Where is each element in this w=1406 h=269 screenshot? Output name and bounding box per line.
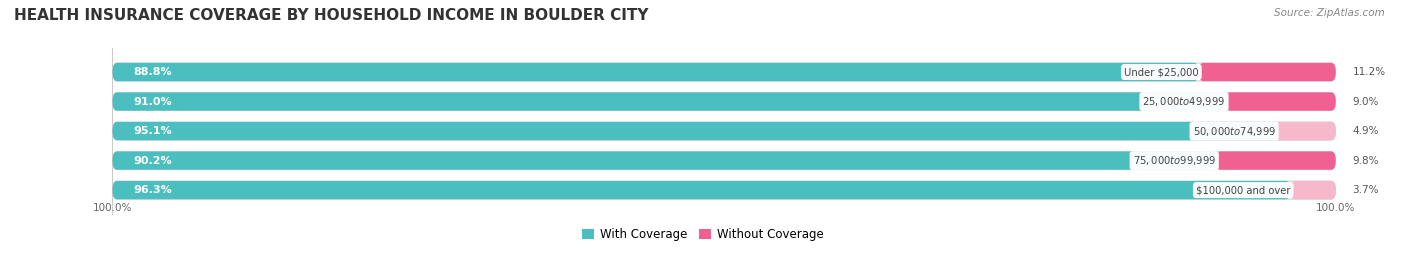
FancyBboxPatch shape [112,151,1336,170]
FancyBboxPatch shape [112,181,1291,199]
FancyBboxPatch shape [112,93,1226,111]
Text: 100.0%: 100.0% [93,203,132,213]
Text: $75,000 to $99,999: $75,000 to $99,999 [1133,154,1216,167]
Text: HEALTH INSURANCE COVERAGE BY HOUSEHOLD INCOME IN BOULDER CITY: HEALTH INSURANCE COVERAGE BY HOUSEHOLD I… [14,8,648,23]
FancyBboxPatch shape [112,63,1199,81]
Text: 9.0%: 9.0% [1353,97,1379,107]
Text: 100.0%: 100.0% [1316,203,1355,213]
Text: Source: ZipAtlas.com: Source: ZipAtlas.com [1274,8,1385,18]
Text: 11.2%: 11.2% [1353,67,1386,77]
Text: 3.7%: 3.7% [1353,185,1379,195]
FancyBboxPatch shape [1275,122,1336,140]
Text: 96.3%: 96.3% [134,185,173,195]
FancyBboxPatch shape [1226,93,1336,111]
FancyBboxPatch shape [112,93,1336,111]
Text: 9.8%: 9.8% [1353,155,1379,166]
FancyBboxPatch shape [1216,151,1336,170]
Text: 95.1%: 95.1% [134,126,172,136]
FancyBboxPatch shape [112,181,1336,199]
FancyBboxPatch shape [112,122,1336,140]
Text: 4.9%: 4.9% [1353,126,1379,136]
FancyBboxPatch shape [112,63,1336,81]
Text: $50,000 to $74,999: $50,000 to $74,999 [1192,125,1275,137]
Text: Under $25,000: Under $25,000 [1123,67,1199,77]
FancyBboxPatch shape [1291,181,1336,199]
FancyBboxPatch shape [112,122,1275,140]
Text: $100,000 and over: $100,000 and over [1197,185,1291,195]
Text: 91.0%: 91.0% [134,97,172,107]
FancyBboxPatch shape [1199,63,1336,81]
Text: $25,000 to $49,999: $25,000 to $49,999 [1143,95,1226,108]
Text: 90.2%: 90.2% [134,155,172,166]
FancyBboxPatch shape [112,151,1216,170]
Text: 88.8%: 88.8% [134,67,172,77]
Legend: With Coverage, Without Coverage: With Coverage, Without Coverage [578,224,828,246]
